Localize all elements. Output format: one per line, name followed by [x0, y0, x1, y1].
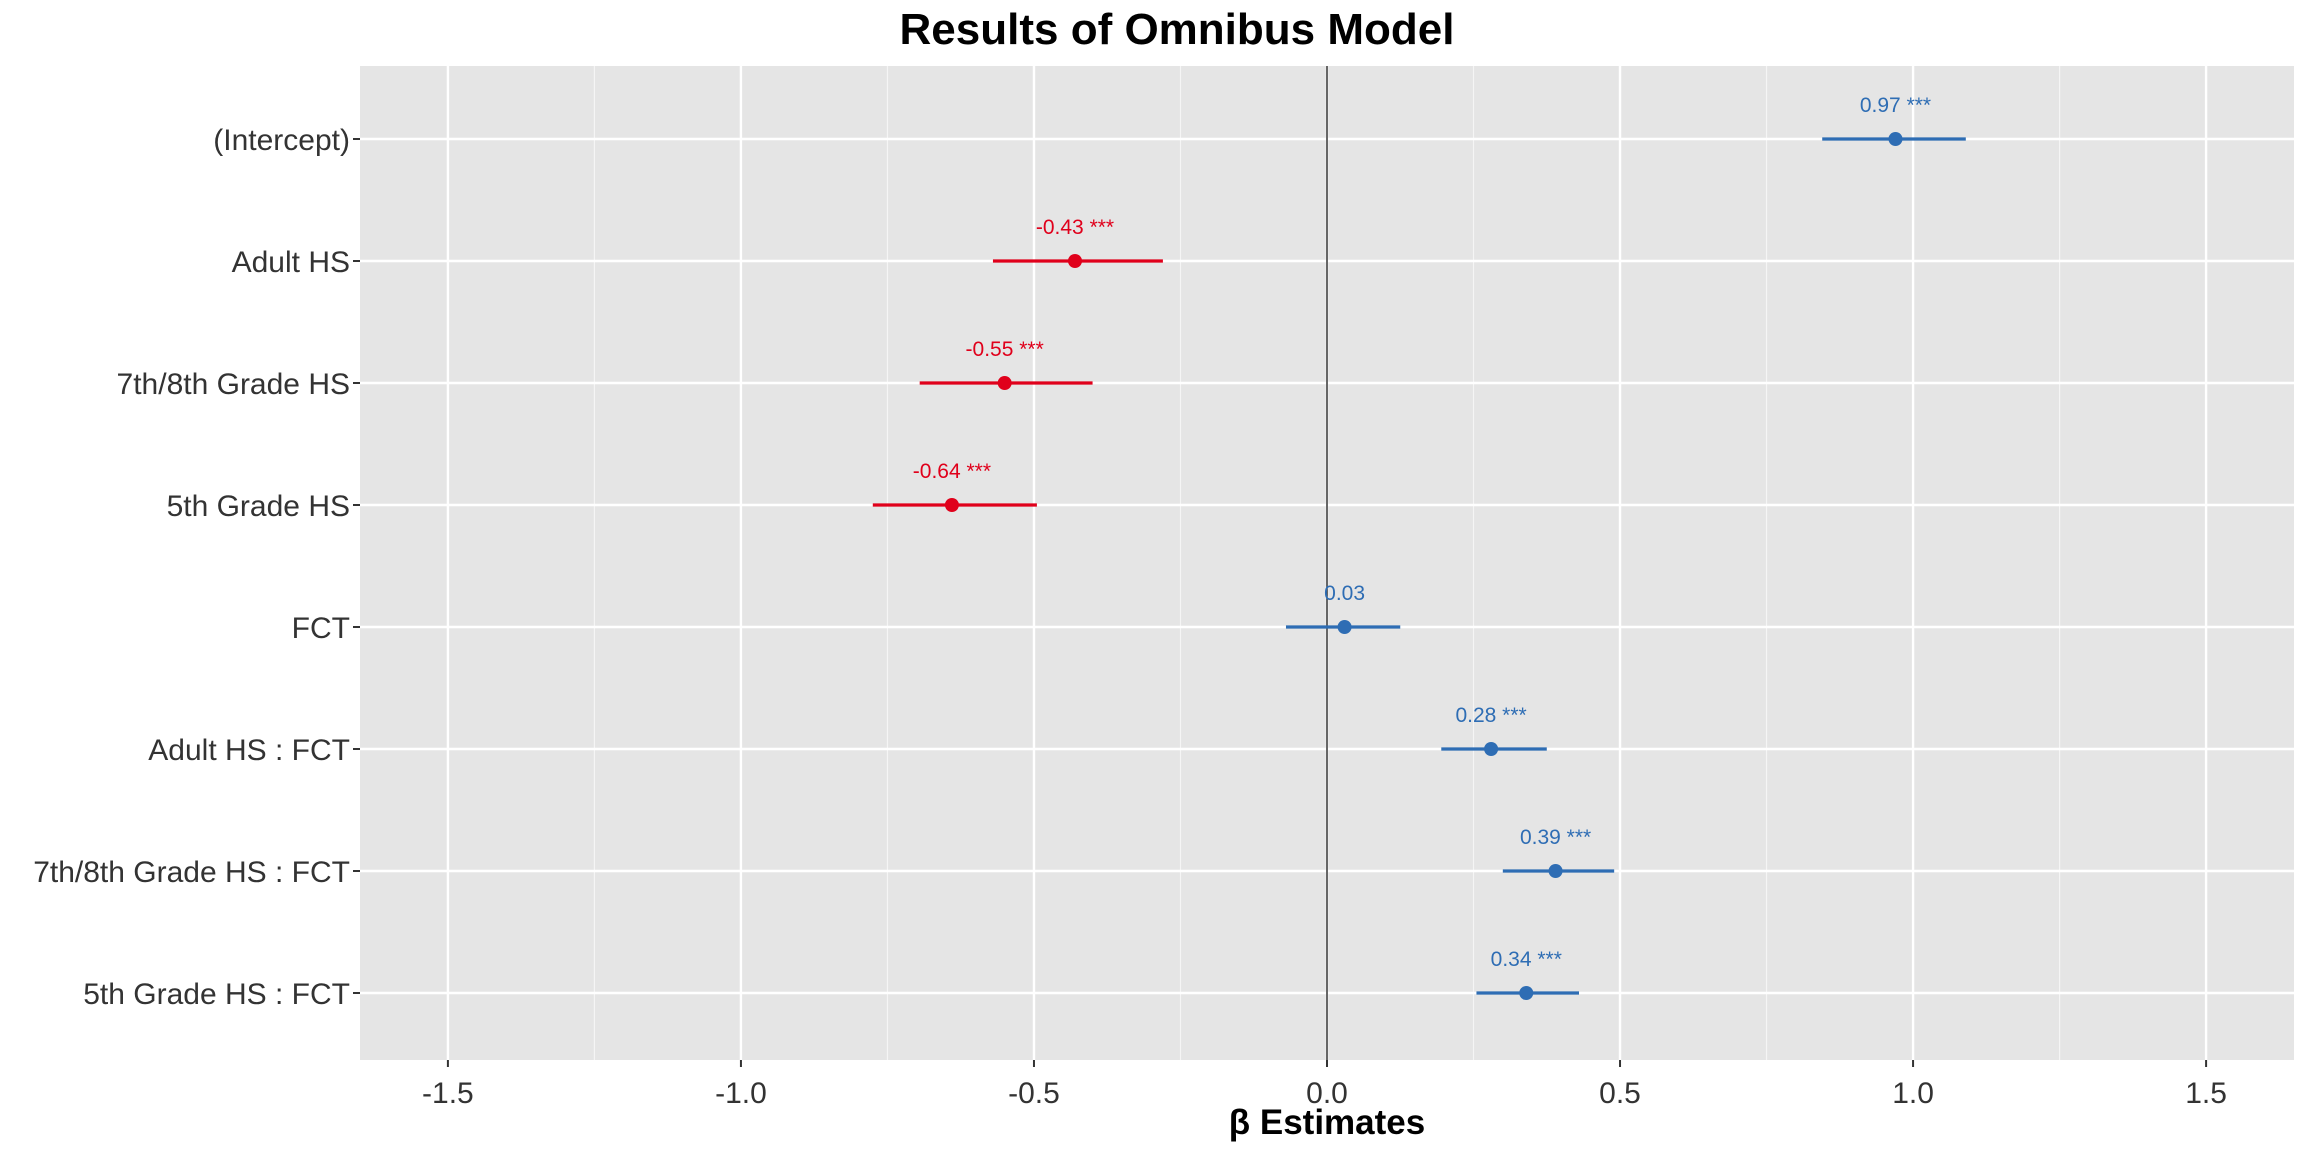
y-tick-label: Adult HS : FCT	[148, 734, 350, 767]
x-tick-label: 1.0	[1892, 1077, 1934, 1110]
estimate-label: -0.55 ***	[966, 338, 1044, 361]
y-tick-label: FCT	[292, 612, 350, 645]
estimate-point	[944, 498, 959, 512]
estimate-point	[1519, 986, 1534, 1000]
x-axis: -1.5 -1.0 -0.5 0.0 0.5 1.0 1.5	[422, 1060, 2227, 1110]
y-tick-label: 7th/8th Grade HS	[117, 368, 350, 401]
estimate-label: 0.34 ***	[1491, 948, 1562, 971]
estimate-point	[1337, 620, 1352, 634]
x-tick-label: -1.5	[422, 1077, 474, 1110]
estimate-point	[1888, 132, 1903, 146]
estimate-label: -0.43 ***	[1036, 216, 1114, 239]
y-tick-label: (Intercept)	[213, 124, 350, 157]
x-tick-label: 0.0	[1306, 1077, 1348, 1110]
y-tick-label: 7th/8th Grade HS : FCT	[33, 856, 350, 889]
estimates-layer: 0.97 *** -0.43 *** -0.55 *** -0.64 *** 0.03 0…	[872, 94, 1966, 1000]
y-tick-label: 5th Grade HS : FCT	[83, 978, 350, 1011]
estimate-label: 0.97 ***	[1860, 94, 1931, 117]
y-tick-label: 5th Grade HS	[167, 490, 350, 523]
x-tick-label: 0.5	[1599, 1077, 1641, 1110]
estimate-label: 0.39 ***	[1520, 826, 1591, 849]
estimate-point	[997, 376, 1012, 390]
x-axis-title: β Estimates	[1229, 1103, 1425, 1142]
estimate-label: -0.64 ***	[913, 460, 991, 483]
estimate-point	[1484, 742, 1499, 756]
estimate-point	[1548, 864, 1563, 878]
minor-gridlines	[593, 66, 2061, 1060]
estimate-label: 0.28 ***	[1455, 704, 1526, 727]
chart-title: Results of Omnibus Model	[900, 5, 1455, 54]
x-tick-label: -1.0	[715, 1077, 767, 1110]
x-tick-label: 1.5	[2185, 1077, 2227, 1110]
estimate-label: 0.03	[1324, 582, 1365, 605]
estimate-point	[1067, 254, 1082, 268]
y-tick-label: Adult HS	[232, 246, 350, 279]
y-axis: (Intercept) Adult HS 7th/8th Grade HS 5th G…	[33, 124, 360, 1011]
x-tick-label: -0.5	[1008, 1077, 1060, 1110]
